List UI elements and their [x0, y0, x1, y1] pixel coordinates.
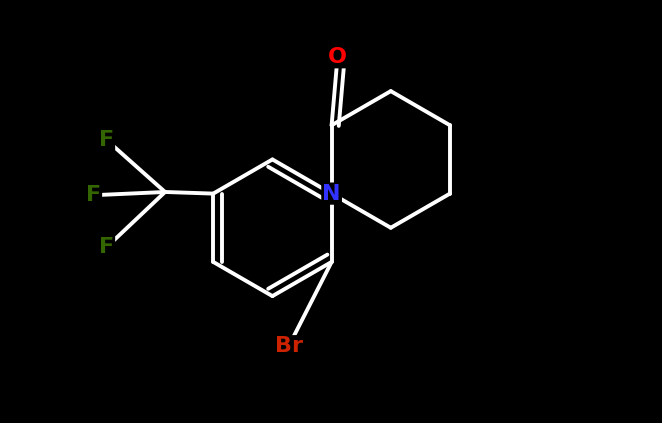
Text: F: F — [86, 185, 101, 205]
Text: N: N — [322, 184, 341, 203]
Text: Br: Br — [275, 336, 303, 356]
Text: F: F — [99, 130, 114, 150]
Text: O: O — [328, 47, 347, 67]
Text: F: F — [99, 237, 114, 257]
